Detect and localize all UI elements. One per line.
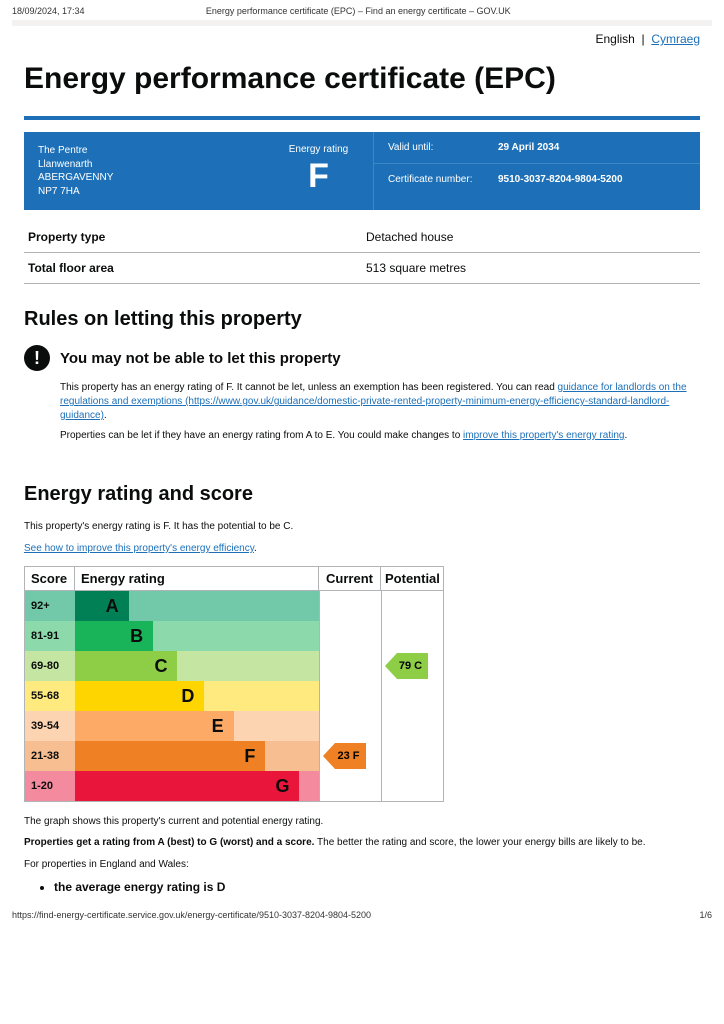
print-url: https://find-energy-certificate.service.… — [12, 910, 371, 920]
energy-rating-chart: Score Energy rating Current Potential 92… — [24, 566, 444, 802]
chart-band-row: 55-68D — [25, 681, 443, 711]
band-current-cell — [319, 621, 381, 651]
chart-header-score: Score — [25, 567, 75, 590]
band-potential-cell — [381, 681, 443, 711]
band-potential-cell: 79 C — [381, 651, 443, 681]
title-underline — [24, 116, 700, 120]
band-current-cell — [319, 651, 381, 681]
chart-caption: The graph shows this property's current … — [24, 816, 700, 827]
band-current-cell — [319, 711, 381, 741]
band-score: 21-38 — [25, 741, 75, 771]
band-bar: B — [75, 621, 153, 651]
page-title: Energy performance certificate (EPC) — [24, 62, 700, 96]
valid-until-label: Valid until: — [388, 142, 498, 153]
rating-heading: Energy rating and score — [24, 483, 700, 506]
current-rating-tag: 23 F — [335, 743, 365, 769]
summary-box: The Pentre Llanwenarth ABERGAVENNY NP7 7… — [24, 132, 700, 210]
chart-header-rating: Energy rating — [75, 567, 319, 590]
rules-heading: Rules on letting this property — [24, 308, 700, 331]
chart-band-row: 39-54E — [25, 711, 443, 741]
summary-details: Valid until: 29 April 2034 Certificate n… — [374, 132, 700, 210]
chart-header-potential: Potential — [381, 567, 443, 590]
chart-band-row: 81-91B — [25, 621, 443, 651]
summary-rating: Energy rating F — [264, 132, 374, 210]
band-bar: G — [75, 771, 299, 801]
rules-paragraph-2: Properties can be let if they have an en… — [60, 429, 700, 443]
print-timestamp: 18/09/2024, 17:34 — [12, 6, 85, 16]
print-doc-title: Energy performance certificate (EPC) – F… — [85, 6, 632, 16]
band-score: 55-68 — [25, 681, 75, 711]
chart-band-row: 1-20G — [25, 771, 443, 801]
band-bar: E — [75, 711, 234, 741]
band-score: 39-54 — [25, 711, 75, 741]
table-row: Property type Detached house — [24, 222, 700, 253]
band-potential-cell — [381, 621, 443, 651]
warning-text: You may not be able to let this property — [60, 350, 341, 367]
band-potential-cell — [381, 591, 443, 621]
chart-band-row: 69-80C 79 C — [25, 651, 443, 681]
language-switcher: English | Cymraeg — [0, 26, 724, 54]
band-score: 1-20 — [25, 771, 75, 801]
chart-band-row: 21-38F 23 F — [25, 741, 443, 771]
rules-paragraph-1: This property has an energy rating of F.… — [60, 381, 700, 423]
band-bar: C — [75, 651, 177, 681]
warning-icon: ! — [24, 345, 50, 371]
improve-efficiency-link[interactable]: See how to improve this property's energ… — [24, 543, 254, 554]
band-bar: A — [75, 591, 129, 621]
property-table: Property type Detached house Total floor… — [24, 222, 700, 284]
bullet-average-rating: the average energy rating is D — [54, 880, 700, 894]
band-potential-cell — [381, 711, 443, 741]
rating-intro: This property's energy rating is F. It h… — [24, 520, 700, 534]
band-current-cell: 23 F — [319, 741, 381, 771]
band-current-cell — [319, 591, 381, 621]
band-bar: D — [75, 681, 204, 711]
band-score: 69-80 — [25, 651, 75, 681]
for-properties-text: For properties in England and Wales: — [24, 858, 700, 872]
lang-english: English — [595, 32, 634, 46]
band-score: 92+ — [25, 591, 75, 621]
potential-rating-tag: 79 C — [397, 653, 428, 679]
band-current-cell — [319, 771, 381, 801]
summary-address: The Pentre Llanwenarth ABERGAVENNY NP7 7… — [24, 132, 264, 210]
improve-rating-link[interactable]: improve this property's energy rating — [463, 430, 624, 441]
rating-explain: Properties get a rating from A (best) to… — [24, 837, 700, 848]
print-page: 1/6 — [699, 910, 712, 920]
band-potential-cell — [381, 741, 443, 771]
table-row: Total floor area 513 square metres — [24, 253, 700, 284]
band-bar: F — [75, 741, 265, 771]
warning-banner: ! You may not be able to let this proper… — [24, 345, 700, 371]
cert-number-value: 9510-3037-8204-9804-5200 — [498, 174, 623, 185]
cert-number-label: Certificate number: — [388, 174, 498, 185]
chart-header-current: Current — [319, 567, 381, 590]
band-potential-cell — [381, 771, 443, 801]
band-score: 81-91 — [25, 621, 75, 651]
lang-cymraeg-link[interactable]: Cymraeg — [651, 32, 700, 46]
band-current-cell — [319, 681, 381, 711]
valid-until-value: 29 April 2034 — [498, 142, 559, 153]
chart-band-row: 92+A — [25, 591, 443, 621]
